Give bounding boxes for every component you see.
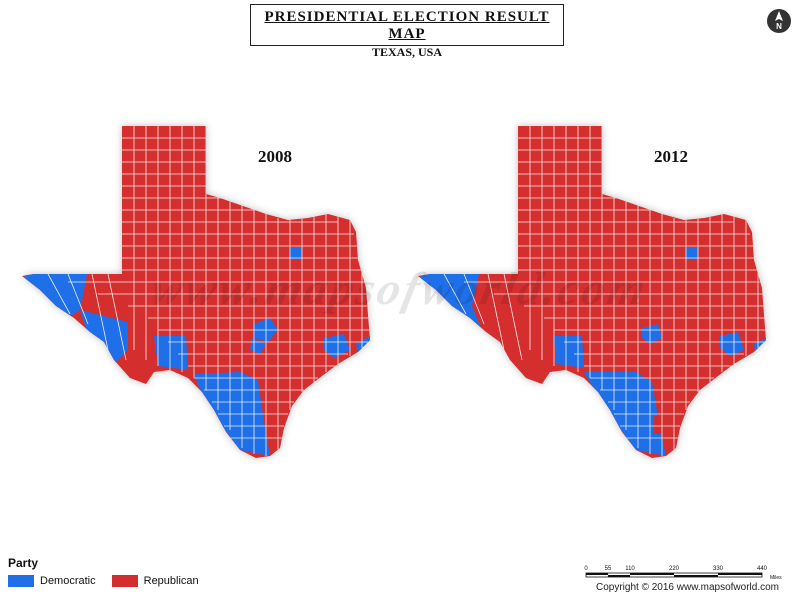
scale-tick-110: 110 (625, 566, 635, 572)
copyright: Copyright © 2016 www.mapsofworld.com (596, 582, 779, 593)
scale-tick-220: 220 (669, 566, 680, 572)
north-arrow-icon: N (767, 9, 791, 33)
scale-tick-0: 0 (584, 566, 588, 572)
dallas-county-2012 (686, 247, 698, 259)
legend-label-democratic: Democratic (40, 575, 96, 587)
map-title: PRESIDENTIAL ELECTION RESULT MAP (264, 9, 550, 42)
scale-tick-55: 55 (605, 566, 612, 572)
scale-tick-330: 330 (713, 566, 724, 572)
texas-map-2008: 2008 (22, 126, 370, 458)
republican-swatch (111, 575, 138, 587)
north-label: N (776, 22, 782, 31)
counties-2008 (22, 126, 370, 456)
scale-unit: Miles (770, 575, 782, 581)
year-label-2008: 2008 (258, 147, 292, 166)
year-label-2012: 2012 (654, 147, 688, 166)
legend-title: Party (8, 556, 39, 570)
harris-region-2008 (324, 334, 350, 358)
legend-item-democratic: Democratic (8, 575, 96, 587)
title-box: PRESIDENTIAL ELECTION RESULT MAP TEXAS, … (250, 4, 564, 59)
scale-tick-440: 440 (757, 566, 768, 572)
kenedy-county-2012 (654, 416, 662, 434)
legend-label-republican: Republican (143, 575, 199, 587)
texas-map-2012: 2012 (418, 126, 766, 458)
presidio-region-2008 (80, 310, 128, 372)
legend: Party Democratic Republican (8, 556, 215, 587)
map-subtitle: TEXAS, USA (371, 45, 443, 59)
harris-region-2012 (720, 332, 744, 356)
democratic-swatch (8, 575, 34, 587)
dallas-county-2008 (290, 247, 302, 259)
val-verde-region-2008 (154, 336, 188, 370)
scale-bar: 0 55 110 220 330 440 Miles (584, 566, 782, 581)
val-verde-region-2012 (554, 336, 584, 368)
legend-item-republican: Republican (111, 575, 199, 587)
counties-2012 (418, 126, 766, 456)
bexar-region-2012 (642, 324, 662, 344)
